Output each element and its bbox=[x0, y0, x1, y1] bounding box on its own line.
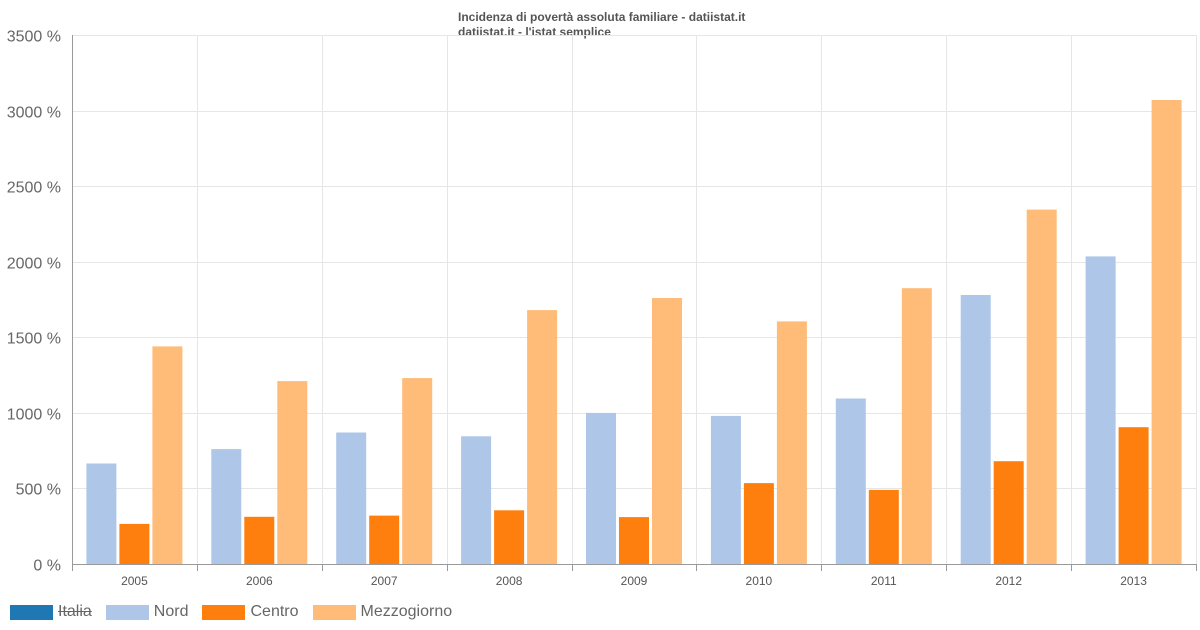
legend-item-centro[interactable]: Centro bbox=[202, 603, 299, 621]
bar-mezzogiorno-2009[interactable] bbox=[652, 298, 682, 564]
x-tick-label: 2008 bbox=[496, 574, 523, 588]
bar-centro-2010[interactable] bbox=[743, 483, 774, 564]
y-tick-label: 3000 % bbox=[7, 105, 61, 122]
bar-nord-2008[interactable] bbox=[461, 436, 492, 564]
legend-label: Italia bbox=[58, 603, 92, 620]
bar-nord-2007[interactable] bbox=[336, 432, 367, 565]
x-tick-label: 2012 bbox=[995, 574, 1022, 588]
bar-centro-2009[interactable] bbox=[619, 517, 649, 564]
legend-swatch bbox=[105, 604, 149, 620]
bar-centro-2008[interactable] bbox=[494, 510, 525, 564]
bar-mezzogiorno-2008[interactable] bbox=[527, 310, 558, 564]
axis-layer: 0 % 500 % 1000 % 1500 % 2000 % 2500 % 3000 % 35… bbox=[7, 29, 1197, 588]
x-tick-label: 2010 bbox=[746, 574, 773, 588]
x-tick-label: 2006 bbox=[246, 574, 273, 588]
x-tick-label: 2013 bbox=[1120, 574, 1147, 588]
bar-mezzogiorno-2007[interactable] bbox=[402, 378, 433, 564]
x-tick-label: 2011 bbox=[871, 574, 897, 588]
legend-item-mezzogiorno[interactable]: Mezzogiorno bbox=[312, 603, 453, 621]
bar-nord-2011[interactable] bbox=[835, 398, 866, 565]
bar-nord-2012[interactable] bbox=[960, 295, 991, 564]
legend-label: Nord bbox=[153, 603, 189, 620]
bar-mezzogiorno-2006[interactable] bbox=[277, 381, 308, 564]
bar-centro-2013[interactable] bbox=[1118, 427, 1149, 564]
x-tick-label: 2005 bbox=[121, 574, 148, 588]
bar-mezzogiorno-2011[interactable] bbox=[901, 288, 932, 564]
x-tick-label: 2007 bbox=[371, 574, 398, 588]
chart-title: Incidenza di povertà assoluta familiare … bbox=[458, 10, 746, 24]
y-tick-label: 1500 % bbox=[7, 331, 61, 348]
bar-nord-2009[interactable] bbox=[586, 412, 616, 564]
bar-mezzogiorno-2010[interactable] bbox=[776, 321, 807, 564]
bar-nord-2010[interactable] bbox=[710, 415, 741, 564]
bar-nord-2006[interactable] bbox=[211, 449, 242, 564]
legend-swatch bbox=[312, 604, 356, 620]
legend-item-italia[interactable]: Italia bbox=[10, 603, 92, 621]
y-tick-label: 3500 % bbox=[7, 29, 61, 46]
bar-centro-2006[interactable] bbox=[244, 516, 275, 564]
legend-swatch bbox=[10, 604, 53, 620]
bar-centro-2011[interactable] bbox=[868, 489, 899, 564]
bars-layer bbox=[86, 100, 1182, 565]
bar-nord-2005[interactable] bbox=[86, 463, 117, 565]
x-tick-label: 2009 bbox=[621, 574, 648, 588]
y-tick-label: 500 % bbox=[16, 482, 61, 499]
legend-item-nord[interactable]: Nord bbox=[105, 603, 189, 621]
bar-mezzogiorno-2012[interactable] bbox=[1026, 209, 1057, 564]
legend-label: Mezzogiorno bbox=[360, 603, 453, 620]
y-tick-label: 0 % bbox=[33, 558, 61, 575]
bar-mezzogiorno-2013[interactable] bbox=[1151, 100, 1182, 564]
bar-centro-2012[interactable] bbox=[993, 461, 1024, 564]
bar-mezzogiorno-2005[interactable] bbox=[152, 346, 183, 564]
bar-centro-2007[interactable] bbox=[369, 515, 400, 564]
y-tick-label: 2500 % bbox=[7, 180, 61, 197]
bar-centro-2005[interactable] bbox=[119, 523, 150, 564]
y-tick-label: 2000 % bbox=[7, 256, 61, 273]
legend-swatch bbox=[202, 604, 246, 620]
bar-nord-2013[interactable] bbox=[1085, 256, 1116, 564]
legend: Italia Nord Centro Mezzogiorno bbox=[10, 602, 466, 622]
bar-chart: 0 % 500 % 1000 % 1500 % 2000 % 2500 % 3000 % 35… bbox=[7, 29, 1197, 588]
y-tick-label: 1000 % bbox=[7, 407, 61, 424]
legend-label: Centro bbox=[250, 603, 299, 620]
